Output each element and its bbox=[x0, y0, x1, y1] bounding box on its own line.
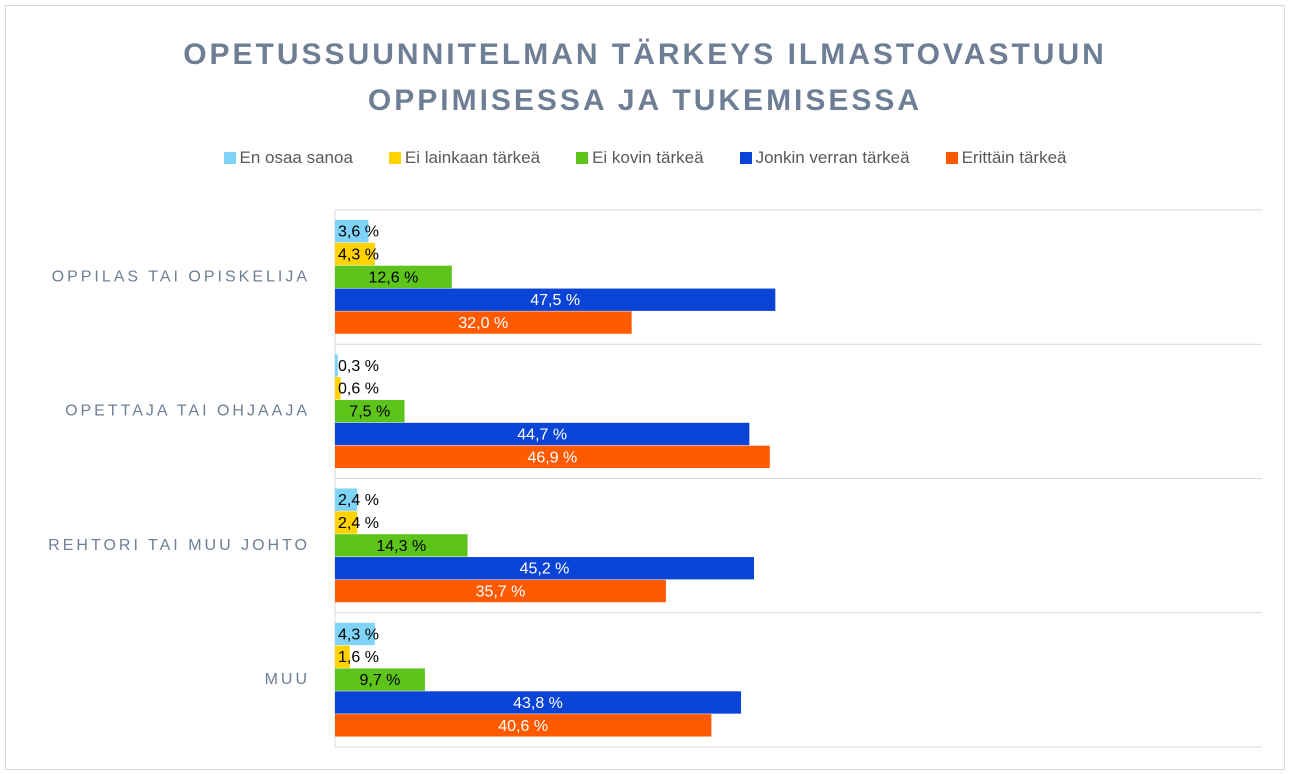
bar bbox=[335, 488, 358, 511]
value-label: 2,4 % bbox=[338, 515, 379, 532]
category-label: OPPILAS TAI OPISKELIJA bbox=[52, 268, 310, 285]
bar bbox=[335, 220, 369, 243]
value-label: 3,6 % bbox=[338, 224, 379, 241]
bar bbox=[335, 579, 666, 603]
value-label: 44,7 % bbox=[517, 426, 567, 443]
legend-label: Jonkin verran tärkeä bbox=[755, 148, 910, 167]
legend-item: Jonkin verran tärkeä bbox=[739, 148, 910, 168]
bar bbox=[335, 714, 712, 737]
legend-label: En osaa sanoa bbox=[239, 148, 353, 167]
value-label: 7,5 % bbox=[349, 404, 390, 421]
value-label: 43,8 % bbox=[513, 695, 563, 712]
value-label: 0,3 % bbox=[338, 358, 379, 375]
value-label: 4,3 % bbox=[338, 626, 379, 643]
value-label: 45,2 % bbox=[520, 561, 570, 578]
bar bbox=[335, 445, 770, 468]
bar bbox=[335, 242, 375, 266]
value-label: 1,6 % bbox=[338, 649, 379, 666]
bar bbox=[335, 288, 776, 311]
bar bbox=[335, 422, 750, 446]
chart-title: OPETUSSUUNNITELMAN TÄRKEYS ILMASTOVASTUU… bbox=[183, 38, 1107, 117]
value-label: 35,7 % bbox=[476, 584, 526, 601]
value-label: 32,0 % bbox=[458, 315, 508, 332]
value-label: 14,3 % bbox=[376, 538, 426, 555]
bar bbox=[335, 622, 375, 646]
category-label: MUU bbox=[265, 671, 310, 688]
bar bbox=[335, 265, 452, 289]
legend-item: Ei kovin tärkeä bbox=[576, 148, 704, 168]
bar bbox=[335, 311, 632, 334]
legend-swatch bbox=[576, 152, 589, 164]
value-label: 46,9 % bbox=[527, 449, 577, 466]
legend-swatch bbox=[223, 152, 236, 164]
bar bbox=[335, 399, 405, 423]
legend-item: Ei lainkaan tärkeä bbox=[388, 148, 541, 168]
legend-item: En osaa sanoa bbox=[223, 148, 353, 168]
bar bbox=[335, 377, 341, 400]
legend-swatch bbox=[945, 152, 958, 164]
legend-label: Erittäin tärkeä bbox=[961, 148, 1067, 167]
value-label: 4,3 % bbox=[338, 246, 379, 263]
legend-swatch bbox=[388, 152, 401, 164]
value-label: 2,4 % bbox=[338, 492, 379, 509]
category-label: OPETTAJA TAI OHJAAJA bbox=[65, 403, 310, 420]
category-label: REHTORI TAI MUU JOHTO bbox=[48, 537, 310, 554]
value-label: 9,7 % bbox=[359, 672, 400, 689]
bar bbox=[335, 691, 742, 714]
value-label: 12,6 % bbox=[368, 269, 418, 286]
legend: En osaa sanoa Ei lainkaan tärkeä Ei kovin … bbox=[0, 148, 1290, 168]
bar bbox=[335, 511, 358, 534]
chart-border bbox=[5, 5, 1285, 770]
bar bbox=[335, 645, 350, 668]
value-label: 40,6 % bbox=[498, 718, 548, 735]
bar bbox=[335, 668, 425, 691]
value-label: 0,6 % bbox=[338, 381, 379, 398]
bar bbox=[335, 557, 755, 580]
legend-label: Ei kovin tärkeä bbox=[592, 148, 704, 167]
bar bbox=[335, 354, 338, 377]
legend-swatch bbox=[739, 152, 752, 164]
legend-item: Erittäin tärkeä bbox=[945, 148, 1067, 168]
legend-label: Ei lainkaan tärkeä bbox=[404, 148, 541, 167]
bar bbox=[335, 534, 468, 557]
value-label: 47,5 % bbox=[530, 292, 580, 309]
